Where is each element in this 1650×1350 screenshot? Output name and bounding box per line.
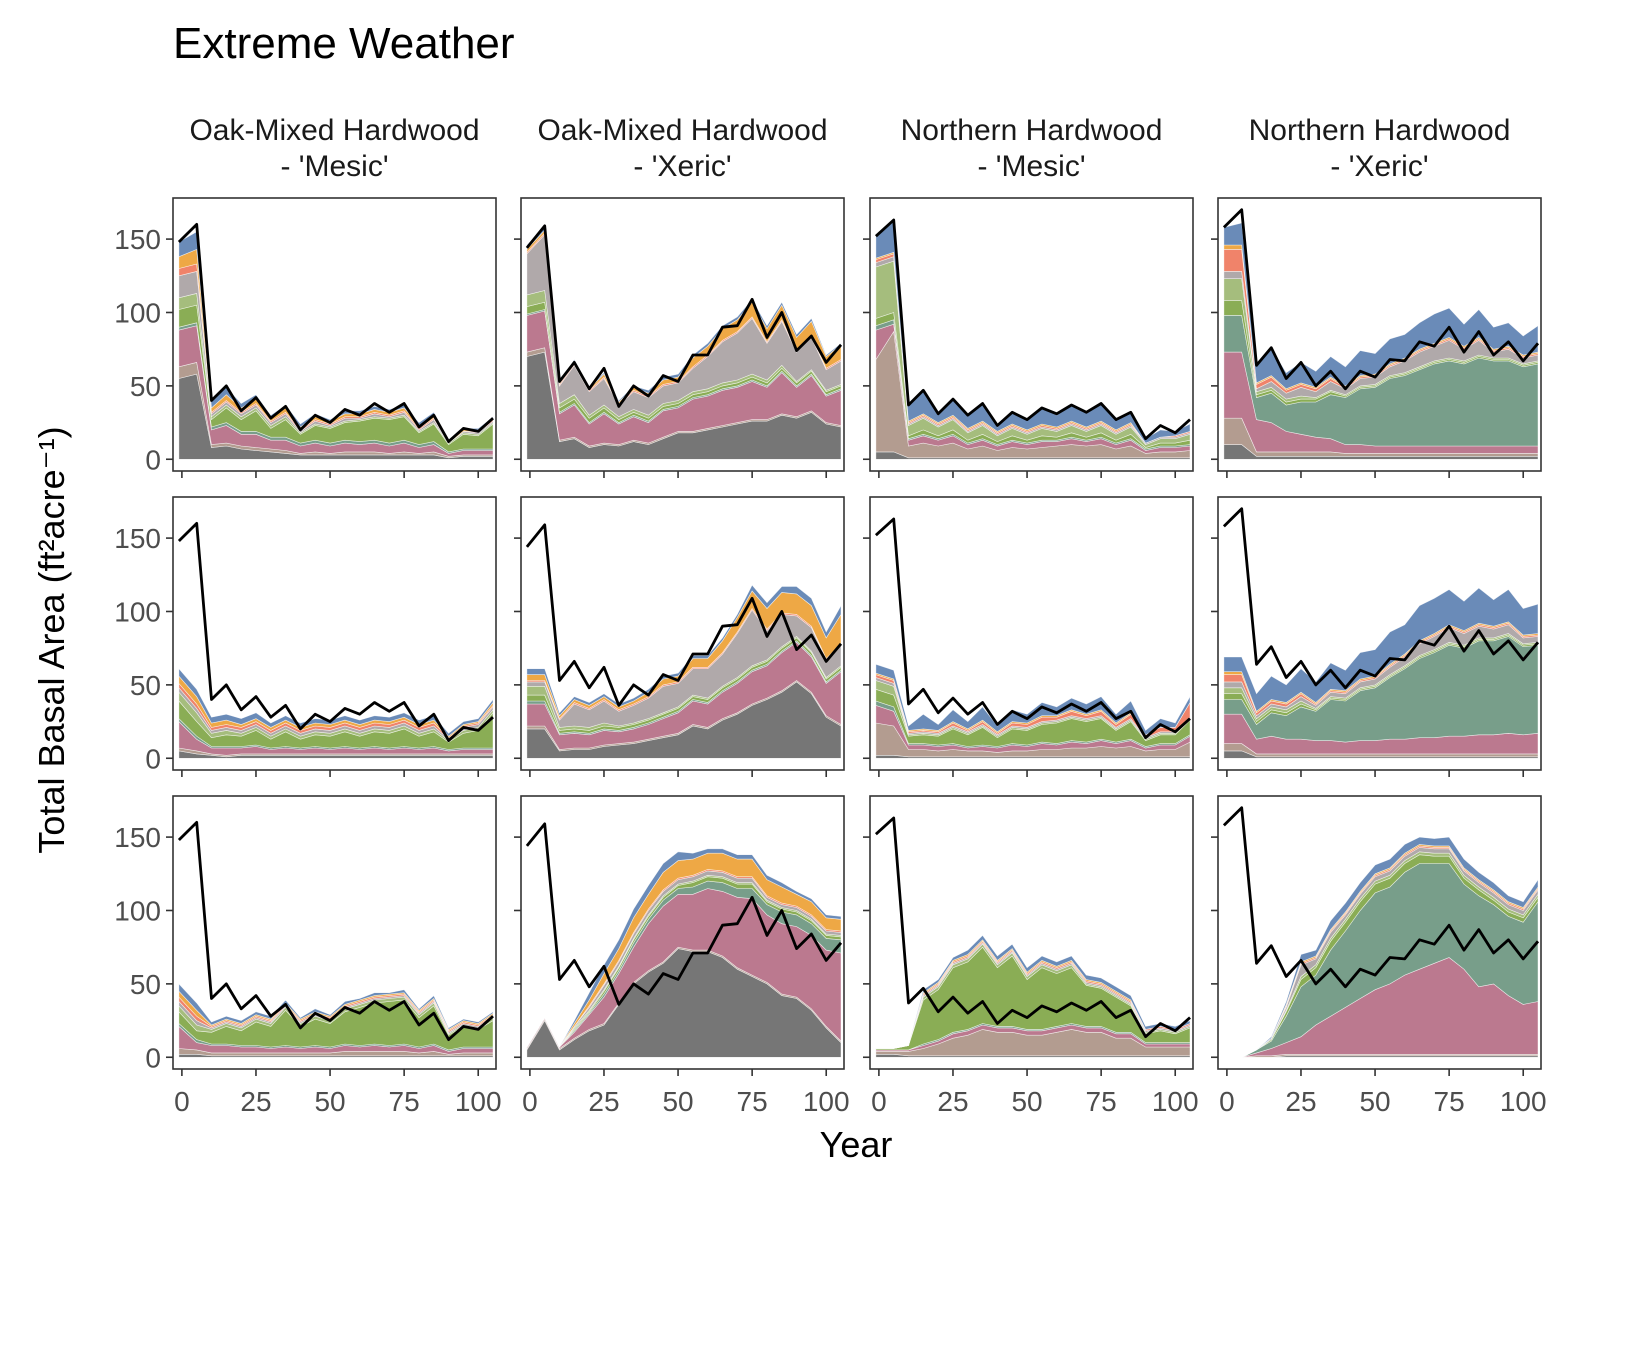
y-tick-label: 150 <box>114 224 161 255</box>
y-tick-label: 50 <box>130 969 161 1000</box>
x-axis-label: Year <box>820 1124 893 1165</box>
panel-0-3 <box>1211 197 1542 478</box>
y-tick-label: 50 <box>130 371 161 402</box>
x-tick-label: 100 <box>455 1086 502 1117</box>
panel-grid: 0 50 100 150 0 50 100 150 0 50 100 150 0 25 50 75 100 0 25… <box>114 114 1546 1117</box>
x-tick-label: 25 <box>1285 1086 1316 1117</box>
panel-2-0: 0 50 100 150 0 25 50 75 100 <box>114 795 502 1117</box>
x-tick-label: 50 <box>314 1086 345 1117</box>
total-basal-area-line <box>525 523 843 707</box>
panel-frame <box>172 496 497 771</box>
panel-0-1 <box>514 197 845 478</box>
x-tick-label: 100 <box>803 1086 850 1117</box>
panel-frame <box>520 795 845 1070</box>
panel-0-0: 0 50 100 150 <box>114 197 497 478</box>
x-tick-label: 25 <box>240 1086 271 1117</box>
x-tick-label: 50 <box>662 1086 693 1117</box>
y-tick-label: 0 <box>145 743 161 774</box>
area-other <box>875 219 1191 444</box>
x-tick-label: 100 <box>1152 1086 1199 1117</box>
total-basal-area-line <box>874 517 1191 740</box>
x-tick-label: 50 <box>1359 1086 1390 1117</box>
total-basal-area-line <box>874 218 1191 441</box>
total-basal-area-line <box>177 522 494 742</box>
panel-2-3: 0 25 50 75 100 <box>1211 795 1547 1117</box>
x-tick-label: 25 <box>937 1086 968 1117</box>
x-tick-label: 100 <box>1500 1086 1547 1117</box>
column-strip-label: Oak-Mixed Hardwood - 'Mesic' <box>189 114 479 183</box>
panel-2-2: 0 25 50 75 100 <box>863 795 1199 1117</box>
panel-frame <box>172 795 497 1070</box>
x-tick-label: 25 <box>588 1086 619 1117</box>
panel-frame <box>869 197 1194 472</box>
y-tick-label: 50 <box>130 670 161 701</box>
panel-1-2 <box>863 496 1194 777</box>
total-basal-area-line <box>1222 806 1540 989</box>
y-tick-label: 150 <box>114 523 161 554</box>
area-other <box>875 934 1191 1049</box>
panel-frame <box>1217 795 1542 1070</box>
total-basal-area-line <box>1222 208 1540 391</box>
panel-frame <box>520 496 845 771</box>
y-axis-label: Total Basal Area (ft²acre⁻¹) <box>31 426 72 853</box>
x-tick-label: 75 <box>737 1086 768 1117</box>
column-strip-label: Oak-Mixed Hardwood - 'Xeric' <box>537 114 827 183</box>
panel-frame <box>869 496 1194 771</box>
panel-frame <box>1217 496 1542 771</box>
area-other <box>526 584 842 717</box>
y-tick-label: 0 <box>145 444 161 475</box>
column-strip-label: Northern Hardwood - 'Mesic' <box>901 114 1163 183</box>
panel-1-0: 0 50 100 150 <box>114 496 497 777</box>
y-tick-label: 150 <box>114 822 161 853</box>
x-tick-label: 50 <box>1011 1086 1042 1117</box>
area-other <box>875 663 1191 736</box>
total-basal-area-line <box>177 821 494 1041</box>
y-tick-label: 100 <box>114 895 161 926</box>
panel-2-1: 0 25 50 75 100 <box>514 795 850 1117</box>
x-tick-label: 75 <box>1086 1086 1117 1117</box>
total-basal-area-line <box>177 223 494 443</box>
y-tick-label: 0 <box>145 1042 161 1073</box>
area-other <box>1223 587 1539 712</box>
column-strip-label: Northern Hardwood - 'Xeric' <box>1249 114 1511 183</box>
chart-title: Extreme Weather <box>173 19 515 68</box>
total-basal-area-line <box>874 816 1191 1039</box>
panel-1-1 <box>514 496 845 777</box>
panel-frame <box>869 795 1194 1070</box>
x-tick-label: 75 <box>389 1086 420 1117</box>
x-tick-label: 0 <box>871 1086 887 1117</box>
x-tick-label: 0 <box>522 1086 538 1117</box>
x-tick-label: 0 <box>1219 1086 1235 1117</box>
total-basal-area-line <box>525 822 843 1006</box>
panel-0-2 <box>863 197 1194 478</box>
area-other <box>526 848 842 1048</box>
panel-frame <box>1217 197 1542 472</box>
total-basal-area-line <box>1222 507 1540 690</box>
panel-frame <box>172 197 497 472</box>
x-tick-label: 0 <box>174 1086 190 1117</box>
y-tick-label: 100 <box>114 297 161 328</box>
area-other <box>1223 836 1539 1058</box>
total-basal-area-line <box>525 224 843 408</box>
x-tick-label: 75 <box>1434 1086 1465 1117</box>
area-other <box>1223 222 1539 390</box>
panel-1-3 <box>1211 496 1542 777</box>
panel-frame <box>520 197 845 472</box>
y-tick-label: 100 <box>114 596 161 627</box>
